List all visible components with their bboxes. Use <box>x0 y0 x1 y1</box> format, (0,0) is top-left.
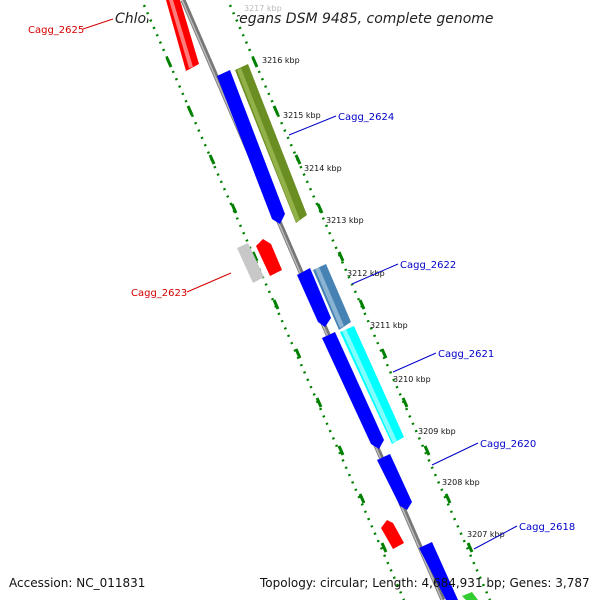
gene-label-cagg-2620[interactable]: Cagg_2620 <box>480 439 536 450</box>
gene-grey-feature[interactable] <box>237 243 264 283</box>
tick-label: 3214 kbp <box>304 164 342 173</box>
green-feature[interactable] <box>462 592 478 600</box>
gene-label-cagg-2621[interactable]: Cagg_2621 <box>438 349 494 360</box>
tick-label: 3217 kbp <box>244 4 282 13</box>
genome-summary-text: Topology: circular; Length: 4,684,931 bp… <box>259 576 590 590</box>
steelblue-feature-shine <box>315 267 344 328</box>
gene-label-cagg-2625[interactable]: Cagg_2625 <box>28 25 84 36</box>
cyan-feature-shine <box>342 329 397 443</box>
gene-cagg-2624[interactable] <box>217 70 285 224</box>
gene-cagg-2620[interactable] <box>377 454 412 510</box>
tick-labels: 3217 kbp 3216 kbp 3215 kbp 3214 kbp 3213… <box>244 4 505 539</box>
tick-label: 3210 kbp <box>393 375 431 384</box>
gene-label-cagg-2623[interactable]: Cagg_2623 <box>131 288 187 299</box>
gene-reverse-small[interactable] <box>381 520 404 549</box>
inner-major-ticks <box>165 57 388 553</box>
gene-cagg-2622[interactable] <box>297 268 331 327</box>
outer-major-ticks <box>251 57 474 553</box>
tick-label: 3211 kbp <box>370 321 408 330</box>
accession-text: Accession: NC_011831 <box>9 576 145 590</box>
tick-label: 3207 kbp <box>467 530 505 539</box>
gene-label-cagg-2618[interactable]: Cagg_2618 <box>519 522 575 533</box>
gene-label-cagg-2624[interactable]: Cagg_2624 <box>338 112 394 123</box>
tick-label: 3208 kbp <box>442 478 480 487</box>
tick-label: 3209 kbp <box>418 427 456 436</box>
gene-cagg-2618[interactable] <box>419 542 458 600</box>
tick-label: 3216 kbp <box>262 56 300 65</box>
tick-label: 3215 kbp <box>283 111 321 120</box>
tick-label: 3213 kbp <box>326 216 364 225</box>
gene-cagg-2621[interactable] <box>322 332 384 449</box>
gene-cagg-2625-shine <box>169 0 193 68</box>
gene-labels: Cagg_2625 Cagg_2624 Cagg_2622 Cagg_2623 … <box>28 25 575 533</box>
gene-cagg-2623[interactable] <box>256 239 282 276</box>
gene-label-cagg-2622[interactable]: Cagg_2622 <box>400 260 456 271</box>
tick-label: 3212 kbp <box>347 269 385 278</box>
label-leaders <box>82 18 518 550</box>
olive-feature-shine <box>237 68 300 222</box>
